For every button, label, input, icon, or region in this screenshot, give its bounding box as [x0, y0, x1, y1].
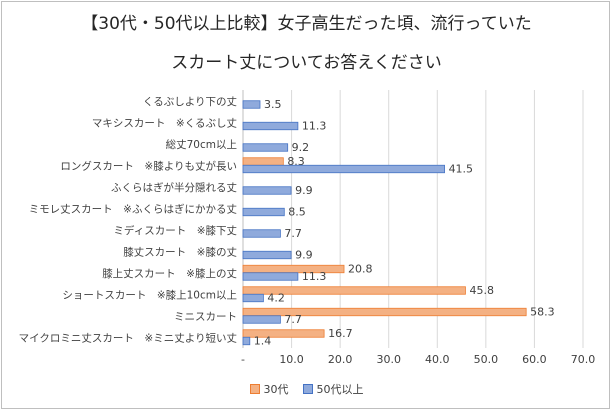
legend-label-30s: 30代 — [263, 383, 289, 396]
x-tick-label: 40.0 — [425, 353, 450, 366]
legend-swatch-50s — [302, 384, 313, 394]
category-label: 総丈70cm以上 — [166, 138, 237, 151]
bar-30s — [242, 329, 325, 338]
bar-50s — [242, 143, 289, 152]
bar-50s — [242, 207, 285, 217]
chart-title-line2: スカート丈についてお答えください — [171, 53, 442, 73]
category-label: ミディスカート ※膝下丈 — [113, 224, 237, 237]
legend-swatch-30s — [249, 384, 260, 394]
x-tick-label: - — [241, 353, 245, 366]
x-tick-label: 50.0 — [474, 353, 499, 366]
data-label-50s: 11.3 — [302, 270, 327, 283]
legend-item-30s: 30代 — [249, 381, 289, 397]
bar-50s — [242, 336, 251, 346]
x-tick-label: 10.0 — [279, 353, 304, 366]
data-label-50s: 1.4 — [254, 334, 271, 347]
category-label: ミモレ丈スカート ※ふくらはぎにかかる丈 — [29, 202, 237, 215]
bar-50s — [242, 121, 299, 131]
data-label-50s: 9.9 — [295, 248, 313, 261]
data-label-50s: 7.7 — [284, 313, 302, 326]
legend-item-50s: 50代以上 — [302, 381, 364, 397]
category-label: マキシスカート ※くるぶし丈 — [92, 117, 237, 129]
bar-50s — [242, 272, 299, 281]
data-label-30s: 58.3 — [530, 305, 555, 318]
bar-50s — [242, 250, 292, 260]
x-tick-label: 70.0 — [571, 353, 596, 366]
data-label-30s: 45.8 — [469, 284, 494, 297]
data-label-50s: 3.5 — [264, 98, 282, 111]
data-label-50s: 8.5 — [288, 205, 306, 218]
data-label-50s: 11.3 — [302, 119, 327, 132]
data-label-30s: 20.8 — [348, 262, 373, 275]
data-label-50s: 4.2 — [267, 291, 285, 304]
bar-50s — [242, 293, 264, 303]
bar-30s — [242, 286, 466, 295]
category-label: ふくらはぎが半分隠れる丈 — [111, 181, 237, 194]
category-label: ロングスカート ※膝よりも丈が長い — [60, 159, 237, 172]
bar-50s — [242, 100, 261, 109]
bar-50s — [242, 164, 445, 174]
bar-50s — [242, 315, 281, 324]
data-label-50s: 7.7 — [284, 227, 302, 240]
bar-30s — [242, 307, 527, 317]
x-tick-label: 30.0 — [376, 353, 401, 366]
chart-title-line1: 【30代・50代以上比較】女子高生だった頃、流行っていた — [81, 14, 532, 34]
category-label: くるぶしより下の丈 — [143, 96, 237, 108]
data-label-30s: 8.3 — [287, 155, 305, 168]
bar-30s — [242, 157, 284, 166]
category-label: ミニスカート — [174, 311, 237, 323]
bar-50s — [242, 186, 292, 195]
x-tick-label: 60.0 — [522, 353, 547, 366]
bar-30s — [242, 264, 345, 274]
chart-legend: 30代 50代以上 — [0, 381, 613, 397]
data-label-30s: 16.7 — [328, 327, 353, 340]
category-label: マイクロミニ丈スカート ※ミニ丈より短い丈 — [19, 331, 237, 344]
legend-label-50s: 50代以上 — [316, 383, 364, 396]
data-label-50s: 9.2 — [292, 141, 310, 154]
category-label: ショートスカート ※膝上10cm以上 — [62, 288, 237, 301]
data-label-50s: 9.9 — [295, 184, 313, 197]
x-tick-label: 20.0 — [328, 353, 353, 366]
category-label: 膝丈スカート ※膝の丈 — [123, 245, 237, 258]
category-label: 膝上丈スカート ※膝上の丈 — [102, 267, 237, 280]
bar-50s — [242, 229, 281, 238]
data-label-50s: 41.5 — [449, 162, 474, 175]
